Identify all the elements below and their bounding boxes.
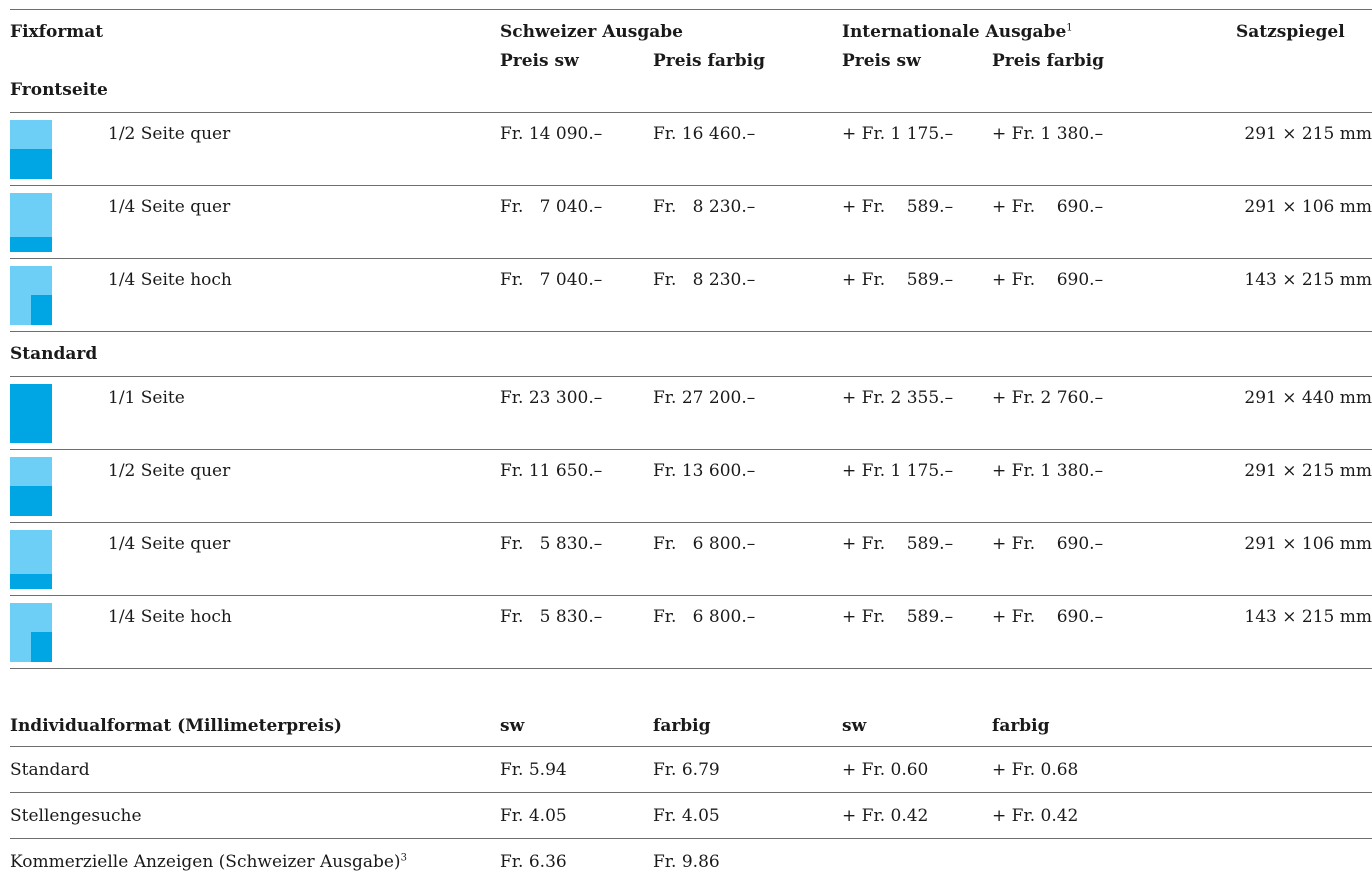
individual-price-ch-farbig: Fr. 6.79 — [653, 760, 720, 780]
section-rule — [10, 112, 1372, 113]
price-int-farbig: + Fr. 690.– — [992, 270, 1104, 290]
price-int-sw: + Fr. 589.– — [842, 270, 954, 290]
price-int-sw: + Fr. 2 355.– — [842, 388, 954, 408]
price-int-farbig: + Fr. 1 380.– — [992, 461, 1104, 481]
satzspiegel-value: 291 × 440 mm — [1244, 388, 1372, 408]
individual-price-ch-farbig: Fr. 9.86 — [653, 852, 720, 872]
price-ch-sw: Fr. 23 300.– — [500, 388, 603, 408]
header-satzspiegel: Satzspiegel — [1236, 22, 1345, 42]
format-thumbnail-icon — [10, 120, 52, 179]
footnote-marker: 1 — [1066, 22, 1073, 34]
row-rule — [10, 331, 1372, 332]
header-int-preis-sw: Preis sw — [842, 51, 921, 71]
price-int-farbig: + Fr. 690.– — [992, 534, 1104, 554]
section-title: Frontseite — [10, 80, 108, 100]
individual-int-sw: sw — [842, 716, 867, 736]
individual-rule — [10, 746, 1372, 747]
individual-price-ch-farbig: Fr. 4.05 — [653, 806, 720, 826]
section-rule — [10, 376, 1372, 377]
individual-row-rule — [10, 838, 1372, 839]
price-int-sw: + Fr. 1 175.– — [842, 124, 954, 144]
satzspiegel-value: 291 × 215 mm — [1244, 461, 1372, 481]
format-label: 1/4 Seite hoch — [108, 270, 232, 290]
individual-title: Individualformat (Millimeterpreis) — [10, 716, 342, 736]
satzspiegel-value: 291 × 106 mm — [1244, 197, 1372, 217]
satzspiegel-value: 291 × 106 mm — [1244, 534, 1372, 554]
row-rule — [10, 522, 1372, 523]
format-thumbnail-icon — [10, 193, 52, 252]
price-int-sw: + Fr. 589.– — [842, 534, 954, 554]
satzspiegel-value: 143 × 215 mm — [1244, 270, 1372, 290]
individual-int-farbig: farbig — [992, 716, 1050, 736]
format-thumbnail-icon — [10, 603, 52, 662]
header-ch-preis-farbig: Preis farbig — [653, 51, 766, 71]
price-int-farbig: + Fr. 2 760.– — [992, 388, 1104, 408]
price-int-sw: + Fr. 589.– — [842, 197, 954, 217]
price-int-farbig: + Fr. 690.– — [992, 197, 1104, 217]
individual-price-ch-sw: Fr. 5.94 — [500, 760, 567, 780]
individual-row-label: Kommerzielle Anzeigen (Schweizer Ausgabe… — [10, 852, 407, 872]
format-label: 1/4 Seite quer — [108, 534, 231, 554]
price-int-sw: + Fr. 589.– — [842, 607, 954, 627]
satzspiegel-value: 291 × 215 mm — [1244, 124, 1372, 144]
footnote-marker: 3 — [400, 852, 407, 864]
price-int-farbig: + Fr. 1 380.– — [992, 124, 1104, 144]
header-int-preis-farbig: Preis farbig — [992, 51, 1105, 71]
format-thumbnail-icon — [10, 457, 52, 516]
format-label: 1/1 Seite — [108, 388, 185, 408]
individual-price-ch-sw: Fr. 6.36 — [500, 852, 567, 872]
price-ch-farbig: Fr. 8 230.– — [653, 197, 756, 217]
price-int-sw: + Fr. 1 175.– — [842, 461, 954, 481]
format-label: 1/2 Seite quer — [108, 124, 231, 144]
header-schweizer-ausgabe: Schweizer Ausgabe — [500, 22, 683, 42]
format-thumbnail-icon — [10, 530, 52, 589]
price-ch-farbig: Fr. 6 800.– — [653, 607, 756, 627]
format-thumbnail-icon — [10, 266, 52, 325]
individual-price-ch-sw: Fr. 4.05 — [500, 806, 567, 826]
price-ch-farbig: Fr. 13 600.– — [653, 461, 756, 481]
satzspiegel-value: 143 × 215 mm — [1244, 607, 1372, 627]
format-thumbnail-icon — [10, 384, 52, 443]
price-ch-sw: Fr. 7 040.– — [500, 270, 603, 290]
price-ch-sw: Fr. 5 830.– — [500, 534, 603, 554]
row-rule — [10, 595, 1372, 596]
individual-price-int-farbig: + Fr. 0.68 — [992, 760, 1079, 780]
header-ch-preis-sw: Preis sw — [500, 51, 579, 71]
individual-row-label: Standard — [10, 760, 90, 780]
individual-price-int-sw: + Fr. 0.60 — [842, 760, 929, 780]
row-rule — [10, 258, 1372, 259]
price-ch-farbig: Fr. 16 460.– — [653, 124, 756, 144]
price-int-farbig: + Fr. 690.– — [992, 607, 1104, 627]
section-title: Standard — [10, 344, 98, 364]
price-ch-farbig: Fr. 27 200.– — [653, 388, 756, 408]
format-label: 1/2 Seite quer — [108, 461, 231, 481]
individual-price-int-farbig: + Fr. 0.42 — [992, 806, 1079, 826]
price-ch-sw: Fr. 14 090.– — [500, 124, 603, 144]
price-ch-farbig: Fr. 6 800.– — [653, 534, 756, 554]
row-rule — [10, 185, 1372, 186]
price-ch-farbig: Fr. 8 230.– — [653, 270, 756, 290]
header-internationale-ausgabe: Internationale Ausgabe1 — [842, 22, 1073, 42]
price-ch-sw: Fr. 5 830.– — [500, 607, 603, 627]
row-rule — [10, 668, 1372, 669]
format-label: 1/4 Seite hoch — [108, 607, 232, 627]
individual-price-int-sw: + Fr. 0.42 — [842, 806, 929, 826]
individual-row-label: Stellengesuche — [10, 806, 142, 826]
top-rule — [10, 9, 1372, 10]
row-rule — [10, 449, 1372, 450]
individual-ch-sw: sw — [500, 716, 525, 736]
format-label: 1/4 Seite quer — [108, 197, 231, 217]
price-ch-sw: Fr. 7 040.– — [500, 197, 603, 217]
individual-row-rule — [10, 792, 1372, 793]
price-ch-sw: Fr. 11 650.– — [500, 461, 603, 481]
individual-ch-farbig: farbig — [653, 716, 711, 736]
header-fixformat: Fixformat — [10, 22, 104, 42]
